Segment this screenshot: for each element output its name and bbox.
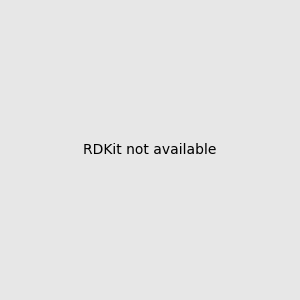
Text: RDKit not available: RDKit not available (83, 143, 217, 157)
